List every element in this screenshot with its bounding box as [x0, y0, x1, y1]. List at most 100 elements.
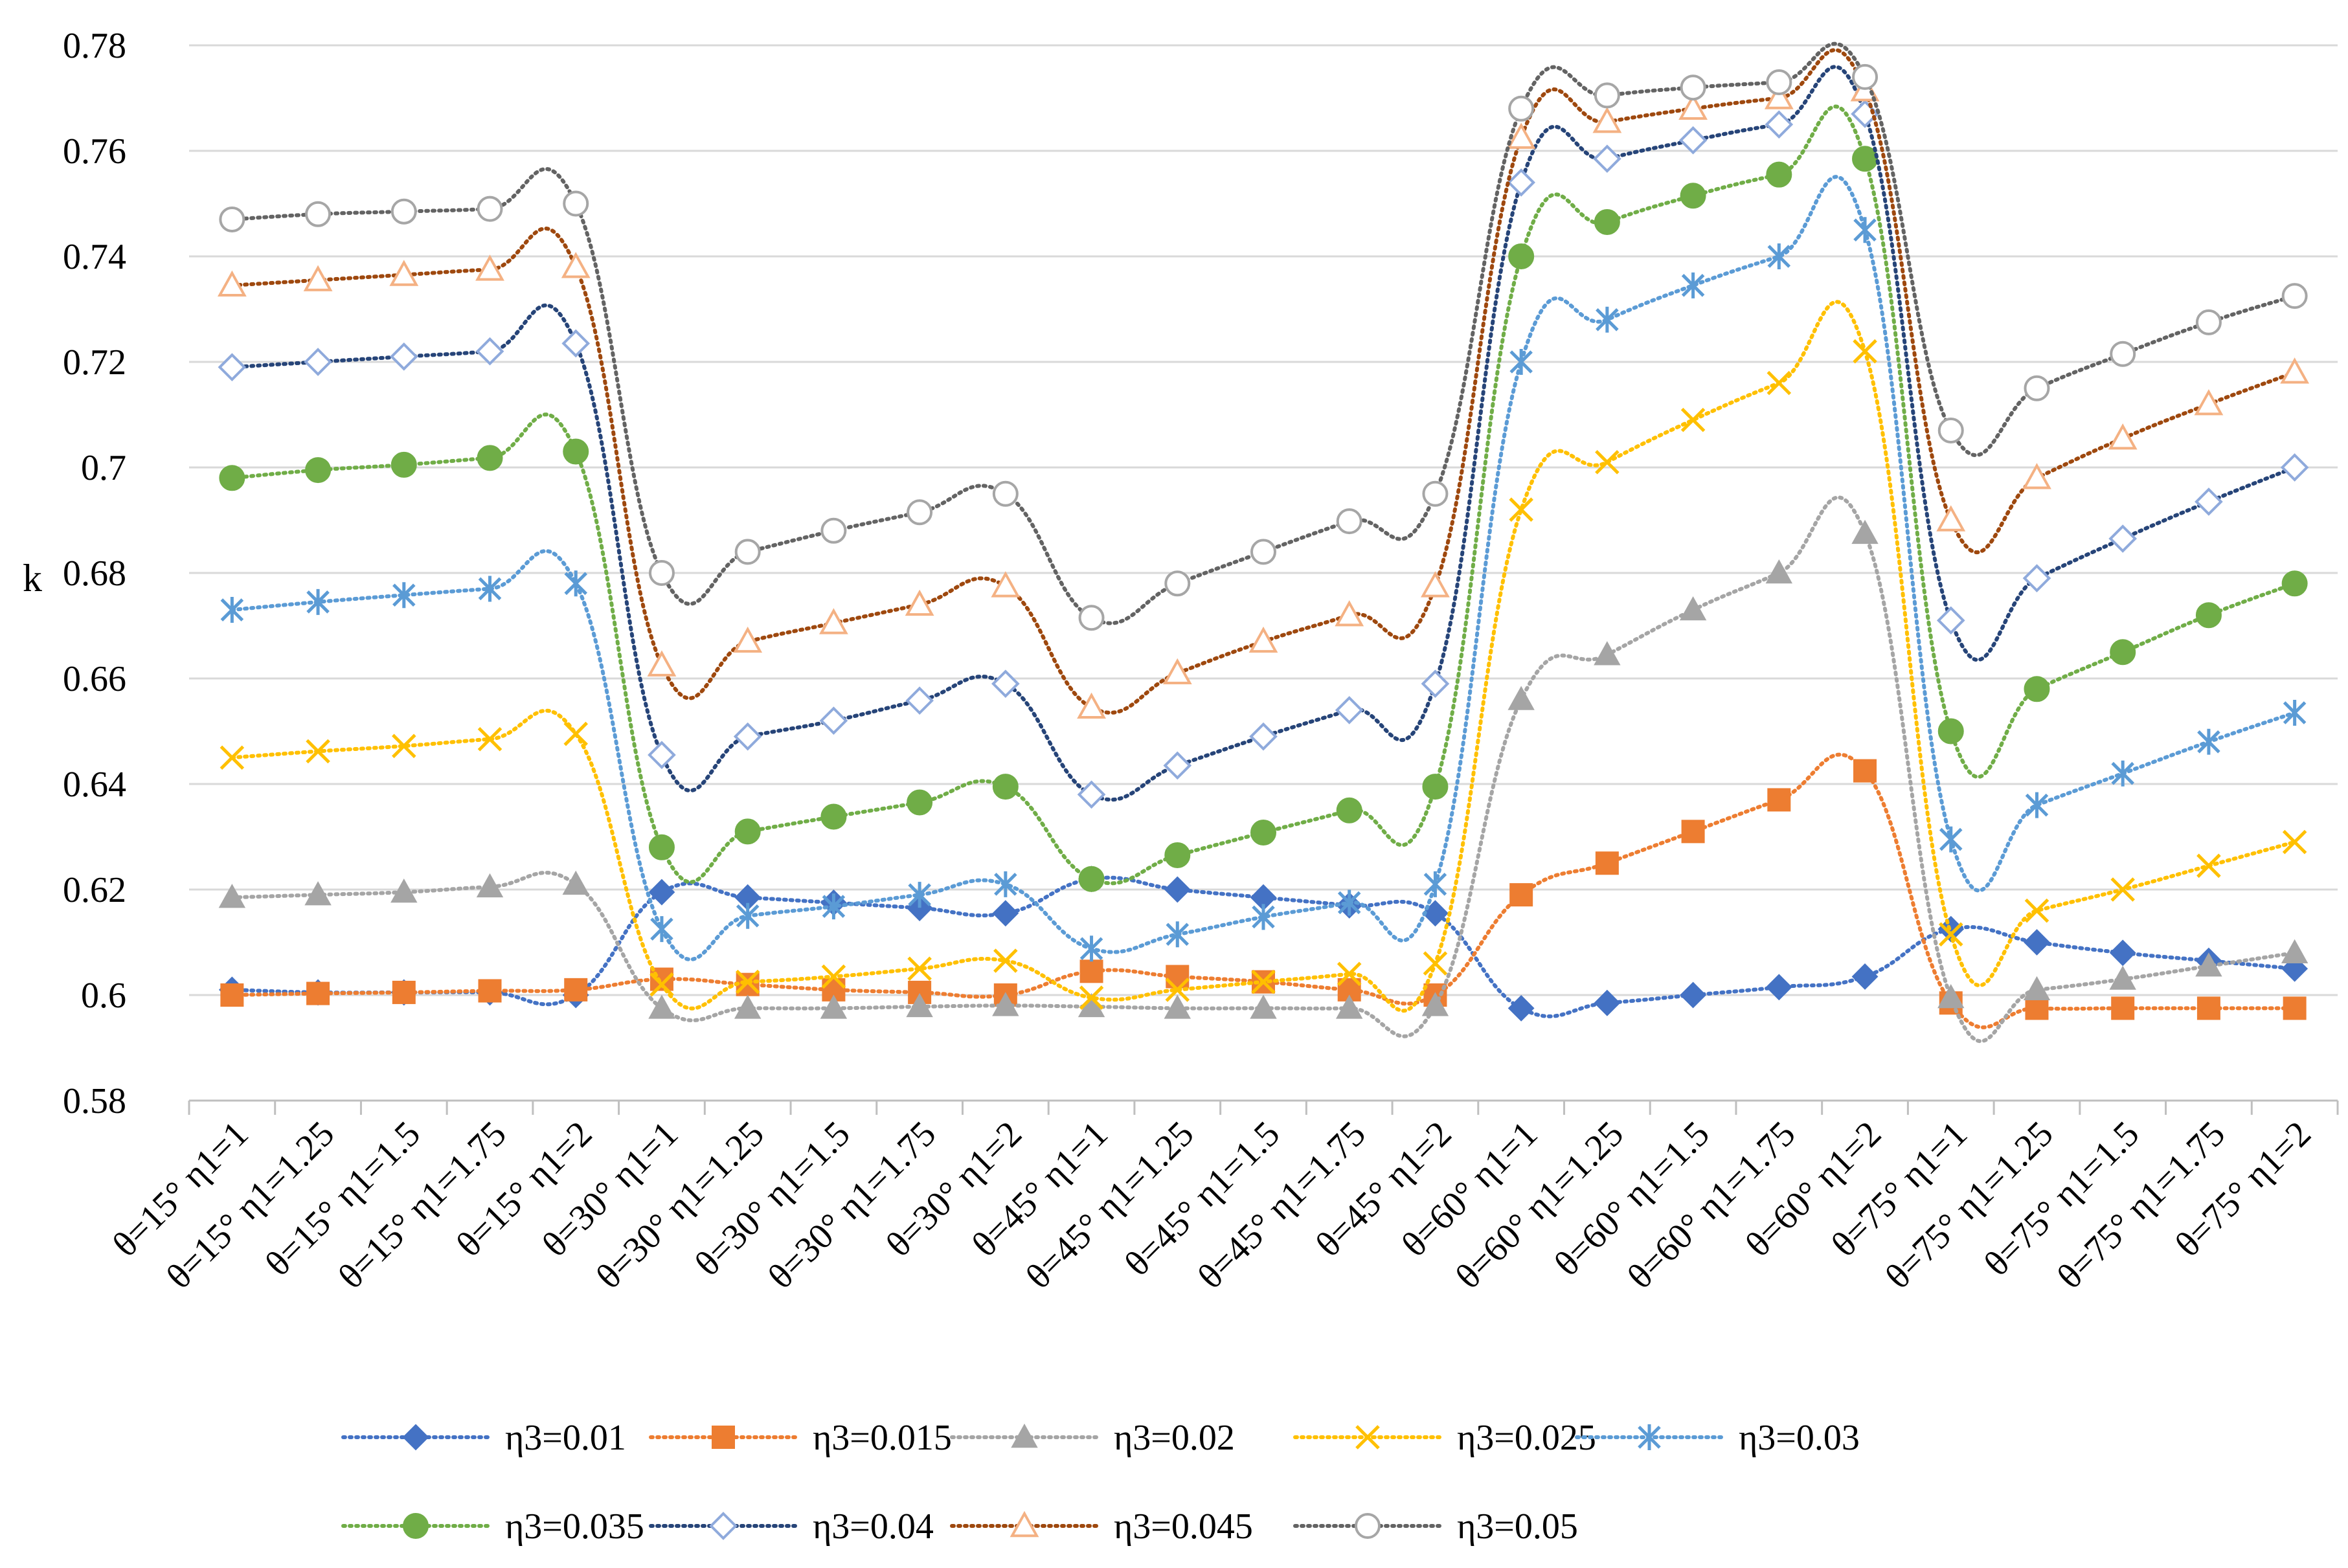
data-point [1852, 63, 1879, 90]
data-point [2025, 792, 2049, 818]
data-point [1938, 922, 1963, 947]
y-tick-label: 0.66 [63, 659, 126, 699]
data-point [1164, 994, 1191, 1019]
data-point [991, 669, 1020, 698]
data-point [2195, 602, 2222, 629]
data-point [1853, 759, 1877, 783]
data-point [1078, 866, 1105, 892]
series-line [230, 175, 2297, 961]
data-point [648, 834, 675, 860]
data-point [1421, 571, 1450, 598]
data-point [649, 972, 674, 997]
data-point [1249, 722, 1278, 751]
x-tick-labels: θ=15° η1=1θ=15° η1=1.25θ=15° η1=1.5θ=15°… [105, 1114, 2318, 1297]
data-point [1336, 994, 1363, 1019]
data-point [905, 686, 934, 715]
data-point [1853, 217, 1877, 243]
data-point [1936, 606, 1965, 635]
series-η3=0.02 [218, 495, 2308, 1044]
legend-label: η3=0.02 [1114, 1418, 1235, 1458]
legend-label: η3=0.05 [1457, 1506, 1578, 1547]
data-point [1678, 126, 1708, 155]
legend-marker [1638, 1424, 1661, 1450]
data-point [2109, 965, 2136, 990]
data-point [1079, 985, 1104, 1010]
data-point [1423, 951, 1448, 976]
data-point [734, 539, 761, 565]
data-point [648, 560, 675, 586]
data-point [564, 978, 588, 1002]
data-point [735, 969, 760, 994]
data-point [220, 745, 245, 770]
data-point [822, 893, 846, 920]
data-point [1336, 797, 1362, 823]
legend-marker [403, 1513, 429, 1539]
legend-label: η3=0.03 [1739, 1418, 1860, 1458]
data-point [2281, 570, 2308, 597]
data-point [1250, 994, 1277, 1019]
data-point [2108, 524, 2138, 553]
y-tick-label: 0.76 [63, 131, 126, 172]
data-point [478, 576, 502, 602]
legend-marker [1010, 1510, 1039, 1538]
series-line [230, 104, 2297, 886]
data-point [1764, 83, 1794, 109]
data-point [907, 956, 932, 981]
data-point [1335, 696, 1364, 724]
data-point [821, 964, 846, 989]
data-point [1765, 110, 1794, 139]
data-point [1680, 407, 1706, 432]
series-line [230, 65, 2297, 802]
data-point [2024, 676, 2050, 702]
data-point [1250, 819, 1276, 846]
legend-marker [1355, 1425, 1380, 1450]
data-point [1592, 107, 1622, 133]
data-point [733, 722, 762, 751]
data-point [736, 902, 760, 929]
data-point [1248, 626, 1278, 653]
data-point [1078, 605, 1105, 631]
data-point [1679, 596, 1707, 621]
data-point [992, 992, 1019, 1016]
data-point [2022, 463, 2051, 489]
data-point [1680, 74, 1706, 101]
data-point [2024, 929, 2050, 956]
legend-marker [1011, 1423, 1038, 1448]
data-point [1594, 989, 1621, 1016]
data-point [1766, 69, 1792, 96]
legend: η3=0.01 η3=0.015 η3=0.02 η3=0.025 η3=0.03 η3=… [341, 1418, 1860, 1547]
data-point [1422, 774, 1449, 800]
data-point [1594, 82, 1620, 109]
data-point [1335, 600, 1364, 627]
data-point [1765, 974, 1792, 1001]
data-point [2110, 639, 2136, 666]
data-point [2195, 952, 2222, 977]
data-point [1936, 505, 1966, 532]
data-point [2111, 760, 2134, 787]
data-point [1767, 243, 1791, 269]
data-point [819, 706, 848, 735]
data-point [733, 626, 763, 653]
data-point [475, 337, 504, 366]
data-point [1596, 306, 1619, 333]
data-point [992, 900, 1019, 927]
legend-label: η3=0.015 [813, 1418, 952, 1458]
data-point [2024, 375, 2050, 401]
data-point [1164, 842, 1191, 869]
series-η3=0.045 [217, 48, 2310, 719]
data-point [905, 589, 934, 616]
data-point [1251, 969, 1276, 994]
data-point [1681, 820, 1705, 844]
data-point [2280, 357, 2310, 384]
legend-marker [712, 1426, 735, 1449]
series-η3=0.025 [220, 300, 2307, 1013]
data-point [992, 774, 1019, 800]
y-tick-label: 0.7 [81, 448, 126, 488]
data-point [820, 803, 847, 830]
data-point [1252, 904, 1275, 930]
y-tick-label: 0.74 [63, 237, 126, 277]
data-point [475, 254, 504, 281]
data-point [2194, 389, 2224, 416]
data-point [389, 260, 419, 286]
data-point [908, 882, 931, 908]
